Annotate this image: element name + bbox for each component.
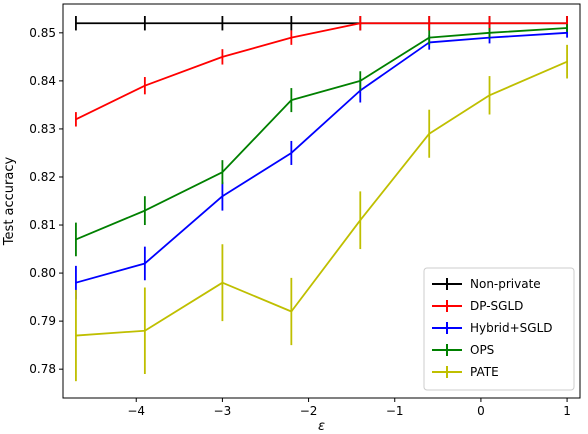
data-point-1-5 (428, 22, 431, 25)
data-point-0-3 (290, 22, 293, 25)
data-point-3-6 (488, 31, 491, 34)
y-tick-label-4: 0.82 (29, 170, 56, 184)
data-point-2-7 (566, 31, 568, 34)
data-point-3-3 (290, 99, 293, 101)
y-tick-label-3: 0.81 (29, 218, 56, 232)
data-point-0-2 (221, 22, 224, 25)
data-point-3-1 (143, 209, 146, 212)
data-point-2-2 (221, 195, 224, 198)
data-point-3-7 (566, 27, 568, 29)
series-line-2 (75, 31, 568, 284)
legend-item-1: DP-SGLD (432, 299, 523, 313)
legend-item-2: Hybrid+SGLD (432, 321, 553, 335)
series-4 (75, 44, 568, 382)
y-tick-label-7: 0.85 (29, 26, 56, 40)
data-point-1-3 (290, 36, 293, 39)
x-tick-label-5: 1 (563, 404, 571, 418)
x-axis-title: ε (318, 419, 325, 434)
data-point-2-1 (143, 262, 146, 265)
data-point-4-2 (221, 281, 224, 284)
legend-box (423, 267, 575, 391)
data-point-1-2 (221, 55, 224, 58)
data-point-1-6 (488, 22, 491, 25)
plot-frame (62, 3, 581, 399)
axes: −4 −3 −2 −1 0 1 0.78 0.79 0.80 0.81 0.82 0.83 0.84 0.… (29, 3, 581, 418)
data-point-3-4 (359, 79, 362, 82)
data-point-3-0 (75, 238, 77, 241)
data-point-3-5 (428, 36, 431, 39)
data-point-4-1 (143, 329, 146, 332)
x-tick-label-3: −1 (386, 404, 404, 418)
data-point-1-4 (359, 22, 362, 25)
series-line-1 (75, 22, 568, 121)
data-point-4-0 (75, 334, 77, 337)
data-point-4-7 (566, 60, 568, 63)
data-point-4-4 (359, 219, 362, 222)
series-2 (75, 28, 568, 300)
series-1 (75, 16, 568, 127)
legend-label-3: OPS (470, 343, 494, 357)
data-point-0-0 (75, 22, 77, 25)
data-point-1-1 (143, 84, 146, 87)
series-line-3 (75, 27, 568, 241)
x-tick-label-1: −3 (214, 404, 232, 418)
x-tick-label-4: 0 (477, 404, 485, 418)
y-tick-label-1: 0.79 (29, 314, 56, 328)
series-3 (75, 24, 568, 257)
plot-area (75, 16, 568, 382)
x-tick-label-0: −4 (127, 404, 145, 418)
data-point-1-7 (566, 22, 568, 25)
data-point-2-3 (290, 152, 293, 154)
x-tick-label-2: −2 (300, 404, 318, 418)
y-tick-label-5: 0.83 (29, 122, 56, 136)
data-point-4-5 (428, 132, 431, 135)
data-point-4-6 (488, 94, 491, 97)
y-axis-title: Test accuracy (2, 157, 17, 247)
y-tick-label-6: 0.84 (29, 74, 56, 88)
legend-item-4: PATE (432, 365, 499, 379)
y-tick-label-2: 0.80 (29, 266, 56, 280)
legend-label-2: Hybrid+SGLD (470, 321, 553, 335)
legend-label-1: DP-SGLD (470, 299, 523, 313)
data-point-1-0 (75, 118, 77, 121)
series-line-4 (75, 60, 568, 337)
data-point-2-0 (75, 281, 77, 284)
legend: Non-private DP-SGLD Hybrid+SGLD OPS PATE (423, 267, 575, 391)
legend-label-0: Non-private (470, 277, 541, 291)
data-point-4-3 (290, 310, 293, 313)
legend-item-3: OPS (432, 343, 494, 357)
data-point-3-2 (221, 171, 224, 174)
legend-item-0: Non-private (432, 277, 541, 291)
data-point-0-1 (143, 22, 146, 25)
legend-label-4: PATE (470, 365, 499, 379)
y-tick-label-0: 0.78 (29, 362, 56, 376)
